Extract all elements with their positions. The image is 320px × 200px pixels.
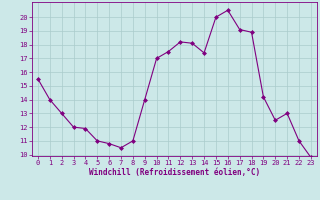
X-axis label: Windchill (Refroidissement éolien,°C): Windchill (Refroidissement éolien,°C) [89, 168, 260, 177]
